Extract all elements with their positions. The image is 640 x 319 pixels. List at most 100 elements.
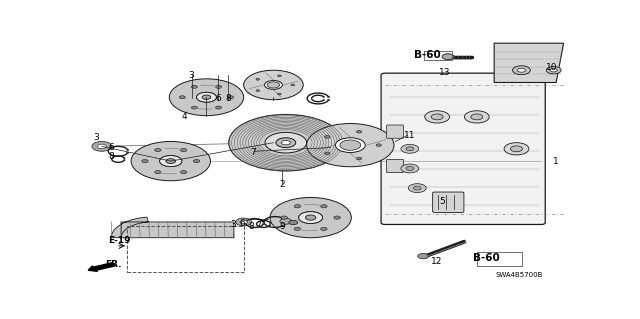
Circle shape	[159, 156, 182, 167]
FancyBboxPatch shape	[387, 125, 403, 138]
Circle shape	[216, 106, 221, 109]
Circle shape	[289, 220, 298, 225]
Polygon shape	[111, 217, 234, 238]
Text: FR.: FR.	[106, 260, 122, 269]
Text: 3: 3	[93, 133, 99, 142]
Text: 6: 6	[215, 94, 221, 103]
Text: 8: 8	[225, 94, 230, 103]
Text: 7: 7	[257, 219, 262, 228]
Circle shape	[418, 254, 429, 259]
Circle shape	[550, 69, 557, 72]
Circle shape	[97, 144, 106, 149]
Circle shape	[193, 160, 200, 163]
Circle shape	[376, 144, 381, 146]
Text: SWA4B5700B: SWA4B5700B	[495, 272, 543, 278]
Circle shape	[269, 225, 271, 226]
Text: B-60: B-60	[414, 50, 440, 61]
Circle shape	[159, 156, 182, 167]
Circle shape	[276, 138, 296, 148]
Circle shape	[408, 184, 426, 193]
Circle shape	[127, 149, 129, 150]
Circle shape	[413, 186, 421, 190]
Text: 3: 3	[189, 70, 195, 80]
Text: 12: 12	[431, 257, 443, 266]
Circle shape	[262, 224, 264, 225]
Circle shape	[431, 114, 443, 120]
Text: 8: 8	[248, 222, 254, 231]
Circle shape	[202, 95, 211, 100]
Circle shape	[294, 205, 301, 208]
Circle shape	[281, 225, 284, 226]
Circle shape	[356, 130, 362, 133]
Circle shape	[465, 111, 489, 123]
Circle shape	[513, 66, 531, 75]
Circle shape	[256, 90, 260, 92]
Circle shape	[240, 220, 247, 224]
Circle shape	[299, 212, 323, 224]
Circle shape	[155, 148, 161, 152]
Circle shape	[327, 96, 330, 98]
Circle shape	[406, 147, 414, 151]
Circle shape	[216, 85, 221, 88]
Circle shape	[92, 141, 112, 151]
Circle shape	[281, 216, 287, 219]
Circle shape	[294, 227, 301, 231]
Circle shape	[471, 114, 483, 120]
Text: E-19: E-19	[108, 236, 131, 245]
Text: 10: 10	[547, 63, 558, 72]
Circle shape	[324, 136, 330, 138]
Circle shape	[504, 143, 529, 155]
Circle shape	[547, 67, 561, 74]
Text: 6: 6	[108, 143, 114, 152]
Circle shape	[256, 78, 260, 80]
Circle shape	[299, 212, 323, 224]
Circle shape	[406, 167, 414, 170]
Circle shape	[180, 148, 187, 152]
Text: 3: 3	[230, 220, 236, 229]
Circle shape	[401, 145, 419, 153]
Circle shape	[191, 85, 197, 88]
Circle shape	[518, 68, 525, 72]
Text: 4: 4	[181, 112, 187, 122]
Circle shape	[236, 218, 252, 226]
Circle shape	[425, 111, 449, 123]
Circle shape	[262, 221, 264, 222]
Circle shape	[127, 152, 129, 153]
Circle shape	[401, 164, 419, 173]
FancyArrow shape	[88, 263, 115, 271]
Circle shape	[196, 92, 216, 102]
Circle shape	[264, 80, 282, 89]
Circle shape	[244, 70, 303, 100]
Text: 1: 1	[554, 157, 559, 166]
Circle shape	[278, 75, 281, 77]
Circle shape	[442, 54, 454, 60]
Circle shape	[270, 197, 351, 238]
Circle shape	[170, 79, 244, 116]
Circle shape	[335, 138, 365, 152]
Circle shape	[327, 100, 330, 101]
Circle shape	[124, 158, 125, 159]
Text: 11: 11	[404, 131, 415, 140]
Circle shape	[291, 84, 294, 86]
Circle shape	[305, 215, 316, 220]
Circle shape	[356, 157, 362, 160]
Circle shape	[340, 140, 361, 150]
Circle shape	[191, 106, 197, 109]
Circle shape	[229, 115, 343, 171]
Circle shape	[324, 152, 330, 155]
Circle shape	[131, 141, 211, 181]
FancyBboxPatch shape	[381, 73, 545, 225]
Circle shape	[280, 218, 292, 224]
Circle shape	[180, 171, 187, 174]
Circle shape	[307, 123, 394, 167]
Polygon shape	[494, 43, 564, 83]
Circle shape	[228, 96, 234, 99]
Text: 6: 6	[240, 219, 246, 228]
FancyBboxPatch shape	[387, 160, 403, 173]
Circle shape	[278, 93, 281, 95]
Text: 5: 5	[439, 197, 445, 206]
Circle shape	[196, 92, 216, 102]
FancyBboxPatch shape	[433, 192, 464, 212]
Circle shape	[334, 216, 340, 219]
Text: 7: 7	[250, 148, 255, 157]
